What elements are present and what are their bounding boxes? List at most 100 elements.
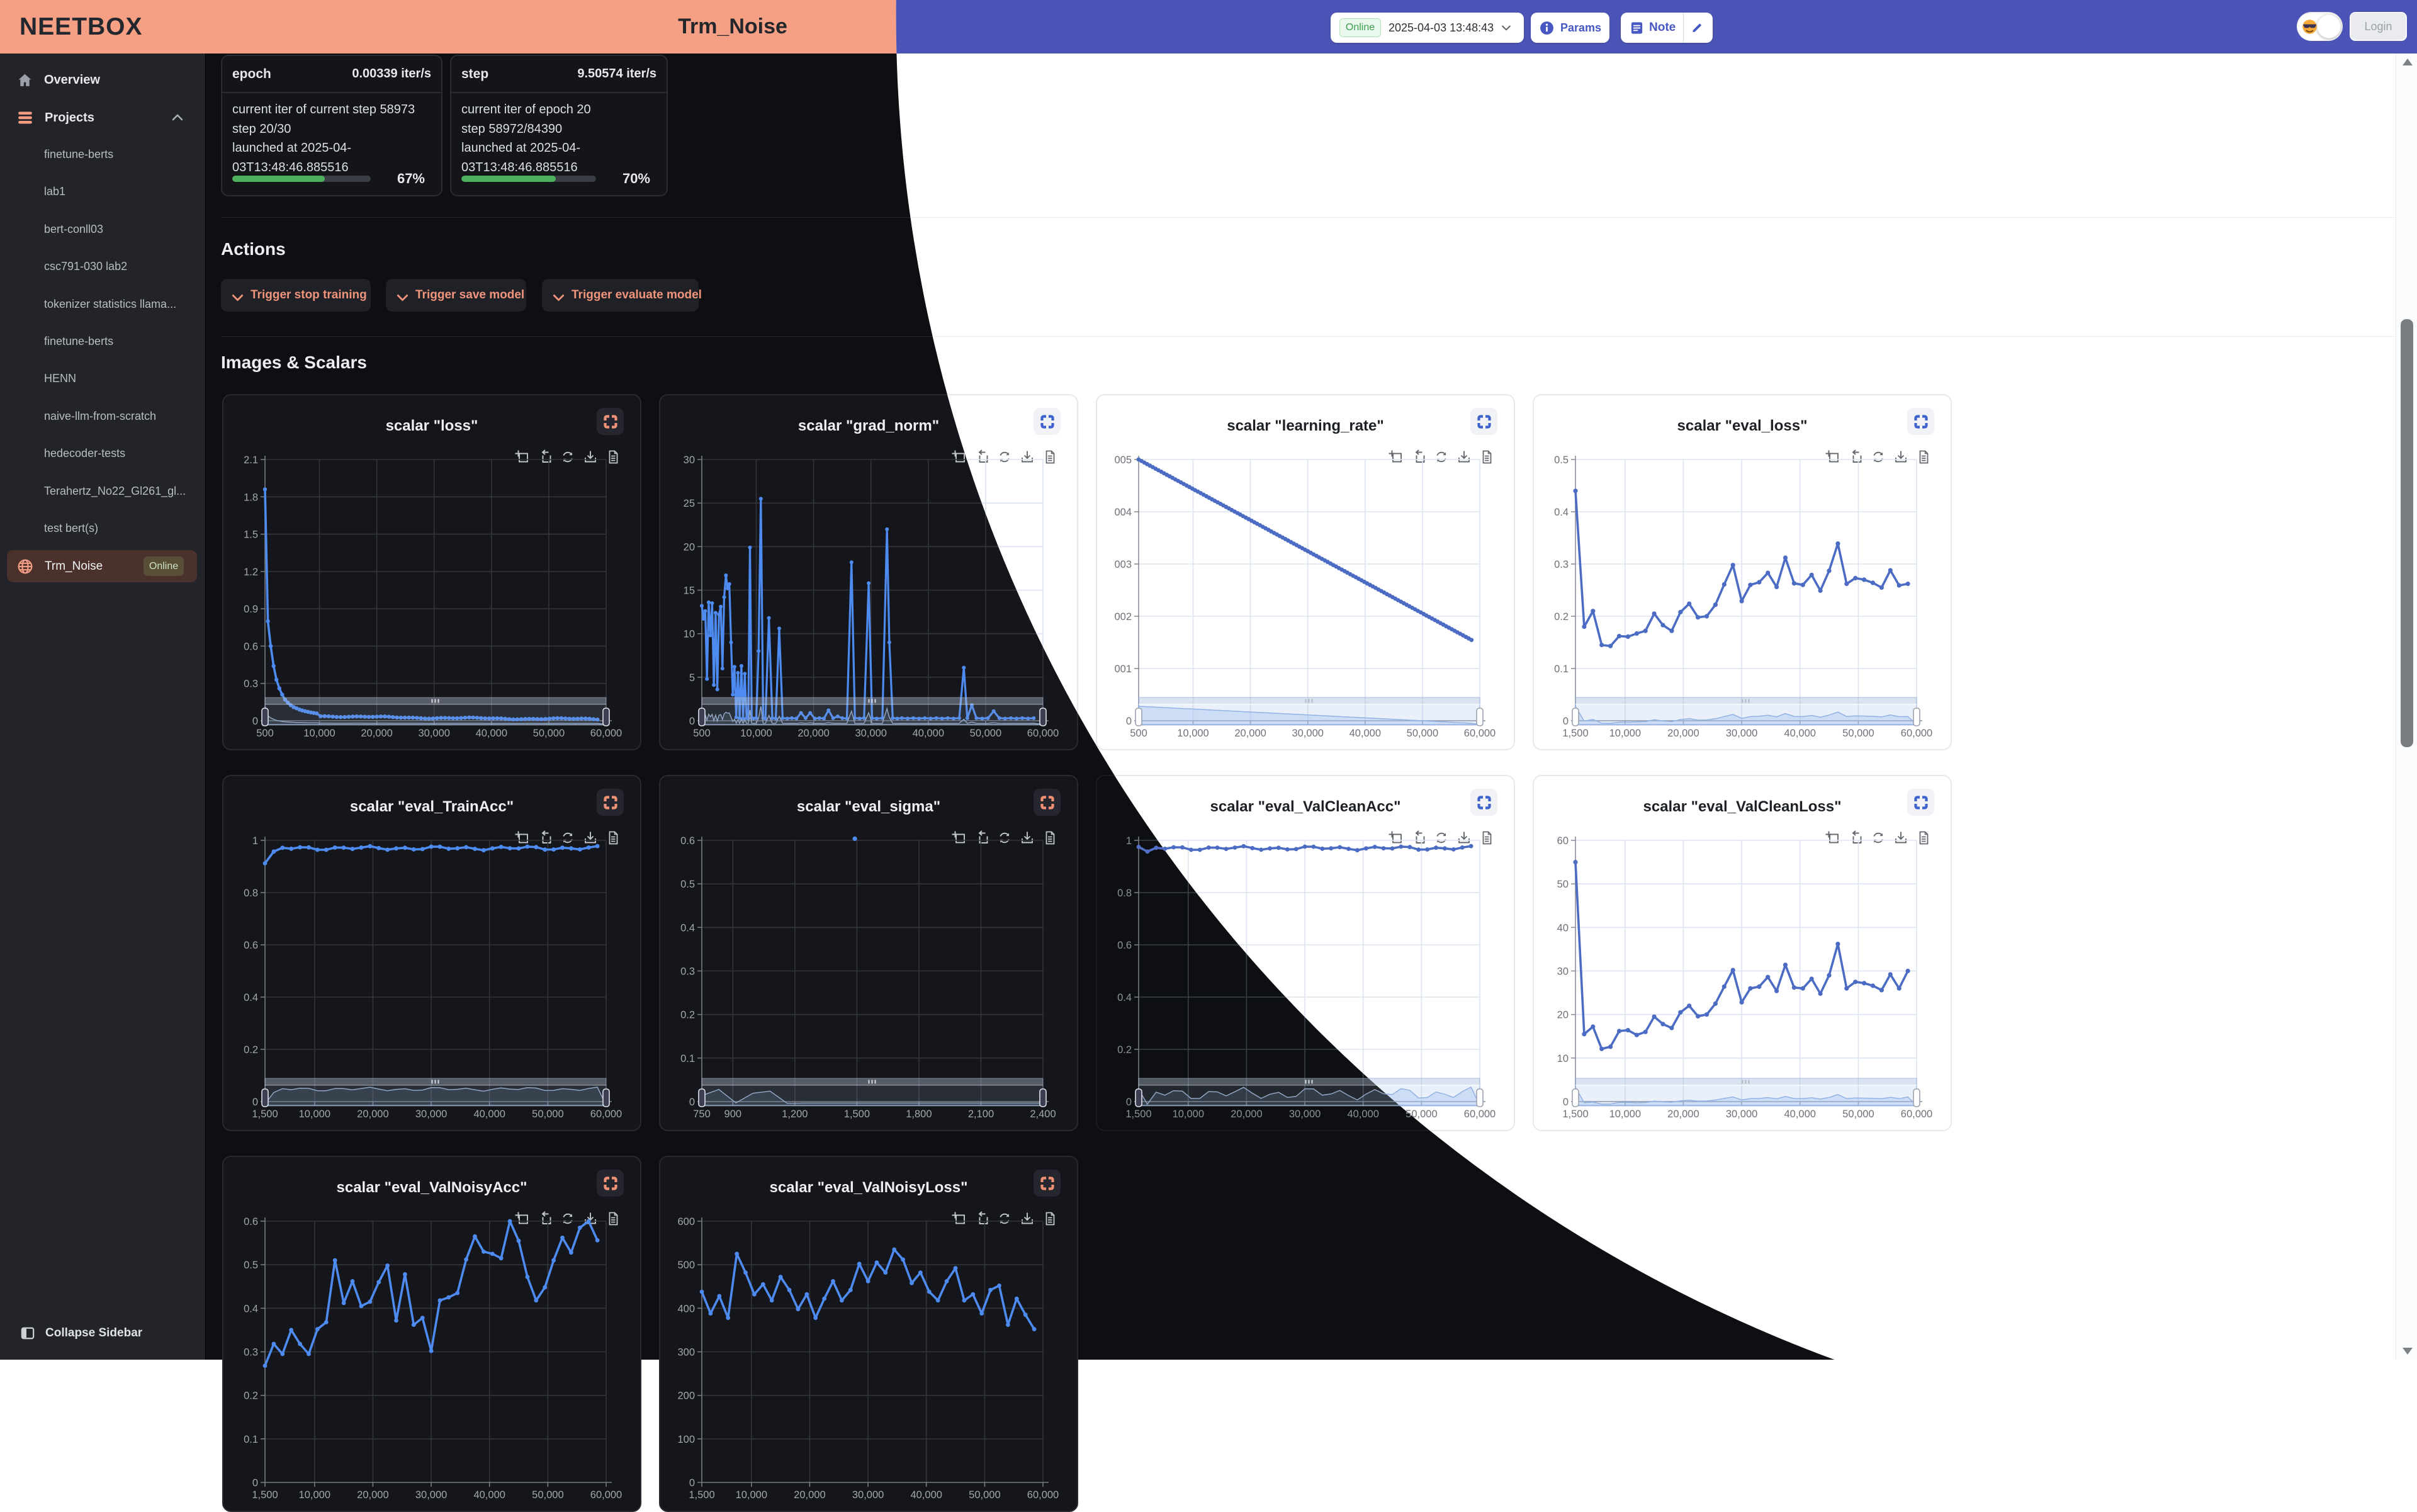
svg-text:20: 20 xyxy=(684,541,695,553)
svg-text:10,000: 10,000 xyxy=(299,1109,330,1120)
svg-text:60,000: 60,000 xyxy=(590,1489,622,1501)
svg-text:1: 1 xyxy=(1126,835,1132,847)
svg-text:0.5: 0.5 xyxy=(244,1260,258,1271)
svg-text:10: 10 xyxy=(684,629,695,640)
svg-text:40,000: 40,000 xyxy=(1349,728,1381,739)
svg-text:20,000: 20,000 xyxy=(797,728,829,739)
svg-text:10,000: 10,000 xyxy=(740,728,772,739)
svg-text:0.2: 0.2 xyxy=(244,1044,258,1056)
svg-text:004: 004 xyxy=(1114,507,1132,518)
svg-text:0.6: 0.6 xyxy=(1117,940,1132,951)
svg-text:0.2: 0.2 xyxy=(1117,1044,1132,1056)
svg-text:40,000: 40,000 xyxy=(1347,1109,1378,1120)
svg-text:40,000: 40,000 xyxy=(1784,1109,1815,1120)
svg-text:200: 200 xyxy=(677,1391,695,1402)
svg-text:1.5: 1.5 xyxy=(244,529,258,541)
svg-text:60: 60 xyxy=(1557,835,1569,847)
svg-text:400: 400 xyxy=(677,1303,695,1314)
svg-text:0.3: 0.3 xyxy=(244,679,258,690)
svg-text:0: 0 xyxy=(1563,1097,1569,1108)
svg-text:0: 0 xyxy=(252,716,258,727)
svg-text:30,000: 30,000 xyxy=(1292,728,1323,739)
svg-text:0.1: 0.1 xyxy=(1554,663,1569,675)
svg-text:60,000: 60,000 xyxy=(590,728,622,739)
svg-text:20,000: 20,000 xyxy=(361,728,392,739)
svg-text:30,000: 30,000 xyxy=(1726,728,1757,739)
svg-text:25: 25 xyxy=(684,498,695,509)
svg-text:0.1: 0.1 xyxy=(680,1053,695,1064)
svg-text:40,000: 40,000 xyxy=(1784,728,1815,739)
svg-text:5: 5 xyxy=(689,672,695,684)
svg-text:20,000: 20,000 xyxy=(1667,728,1699,739)
svg-text:500: 500 xyxy=(693,728,711,739)
svg-text:1,500: 1,500 xyxy=(844,1109,870,1120)
svg-text:20,000: 20,000 xyxy=(1667,1109,1699,1120)
svg-text:0.4: 0.4 xyxy=(680,922,695,934)
svg-text:0.6: 0.6 xyxy=(680,835,695,847)
svg-text:30,000: 30,000 xyxy=(852,1489,884,1501)
svg-text:0.1: 0.1 xyxy=(244,1434,258,1445)
svg-text:500: 500 xyxy=(677,1260,695,1271)
svg-text:0.2: 0.2 xyxy=(680,1010,695,1021)
svg-text:1,500: 1,500 xyxy=(252,1489,278,1501)
svg-text:0: 0 xyxy=(1563,716,1569,727)
svg-text:0.4: 0.4 xyxy=(244,1303,258,1314)
svg-text:30,000: 30,000 xyxy=(418,728,449,739)
svg-text:0: 0 xyxy=(252,1097,258,1108)
svg-text:600: 600 xyxy=(677,1216,695,1227)
svg-text:10: 10 xyxy=(1557,1053,1569,1064)
svg-text:500: 500 xyxy=(256,728,274,739)
svg-text:0.8: 0.8 xyxy=(244,888,258,899)
svg-text:2,100: 2,100 xyxy=(968,1109,994,1120)
svg-text:30: 30 xyxy=(1557,966,1569,978)
svg-text:10,000: 10,000 xyxy=(1173,1109,1204,1120)
svg-text:0: 0 xyxy=(252,1477,258,1489)
svg-text:0: 0 xyxy=(689,1477,695,1489)
svg-text:50,000: 50,000 xyxy=(532,1489,563,1501)
svg-text:1,500: 1,500 xyxy=(1562,728,1588,739)
svg-text:0.3: 0.3 xyxy=(1554,559,1569,570)
svg-text:30,000: 30,000 xyxy=(1726,1109,1757,1120)
svg-text:40,000: 40,000 xyxy=(910,1489,942,1501)
svg-text:1,800: 1,800 xyxy=(906,1109,932,1120)
svg-text:30,000: 30,000 xyxy=(415,1489,447,1501)
svg-text:1.8: 1.8 xyxy=(244,492,258,503)
svg-text:0.4: 0.4 xyxy=(244,992,258,1003)
svg-text:30,000: 30,000 xyxy=(855,728,886,739)
svg-text:60,000: 60,000 xyxy=(590,1109,622,1120)
svg-text:0.8: 0.8 xyxy=(1117,888,1132,899)
svg-text:900: 900 xyxy=(724,1109,742,1120)
svg-text:005: 005 xyxy=(1114,454,1132,466)
svg-text:60,000: 60,000 xyxy=(1027,1489,1059,1501)
svg-text:10,000: 10,000 xyxy=(1609,1109,1641,1120)
svg-text:60,000: 60,000 xyxy=(1464,728,1496,739)
svg-text:30,000: 30,000 xyxy=(415,1109,447,1120)
svg-text:2,400: 2,400 xyxy=(1030,1109,1056,1120)
svg-text:0: 0 xyxy=(689,716,695,727)
svg-text:1.2: 1.2 xyxy=(244,567,258,578)
svg-text:0.4: 0.4 xyxy=(1117,992,1132,1003)
svg-text:10,000: 10,000 xyxy=(299,1489,330,1501)
svg-text:0: 0 xyxy=(1126,1097,1132,1108)
svg-text:50,000: 50,000 xyxy=(1407,728,1438,739)
svg-text:500: 500 xyxy=(1130,728,1147,739)
svg-text:0: 0 xyxy=(1126,716,1132,727)
svg-text:750: 750 xyxy=(693,1109,711,1120)
svg-text:50,000: 50,000 xyxy=(1842,1109,1874,1120)
svg-text:10,000: 10,000 xyxy=(1177,728,1208,739)
svg-text:60,000: 60,000 xyxy=(1901,728,1932,739)
svg-text:50,000: 50,000 xyxy=(533,728,565,739)
svg-text:40,000: 40,000 xyxy=(913,728,944,739)
svg-text:20,000: 20,000 xyxy=(794,1489,825,1501)
svg-text:1: 1 xyxy=(252,835,258,847)
svg-text:10,000: 10,000 xyxy=(1609,728,1641,739)
svg-text:50,000: 50,000 xyxy=(532,1109,563,1120)
svg-text:002: 002 xyxy=(1114,611,1132,623)
svg-text:0.4: 0.4 xyxy=(1554,507,1569,518)
svg-text:1,500: 1,500 xyxy=(252,1109,278,1120)
svg-text:0.3: 0.3 xyxy=(680,966,695,978)
svg-text:20,000: 20,000 xyxy=(357,1489,388,1501)
svg-text:50,000: 50,000 xyxy=(1842,728,1874,739)
svg-text:30,000: 30,000 xyxy=(1289,1109,1321,1120)
svg-text:30: 30 xyxy=(684,454,695,466)
